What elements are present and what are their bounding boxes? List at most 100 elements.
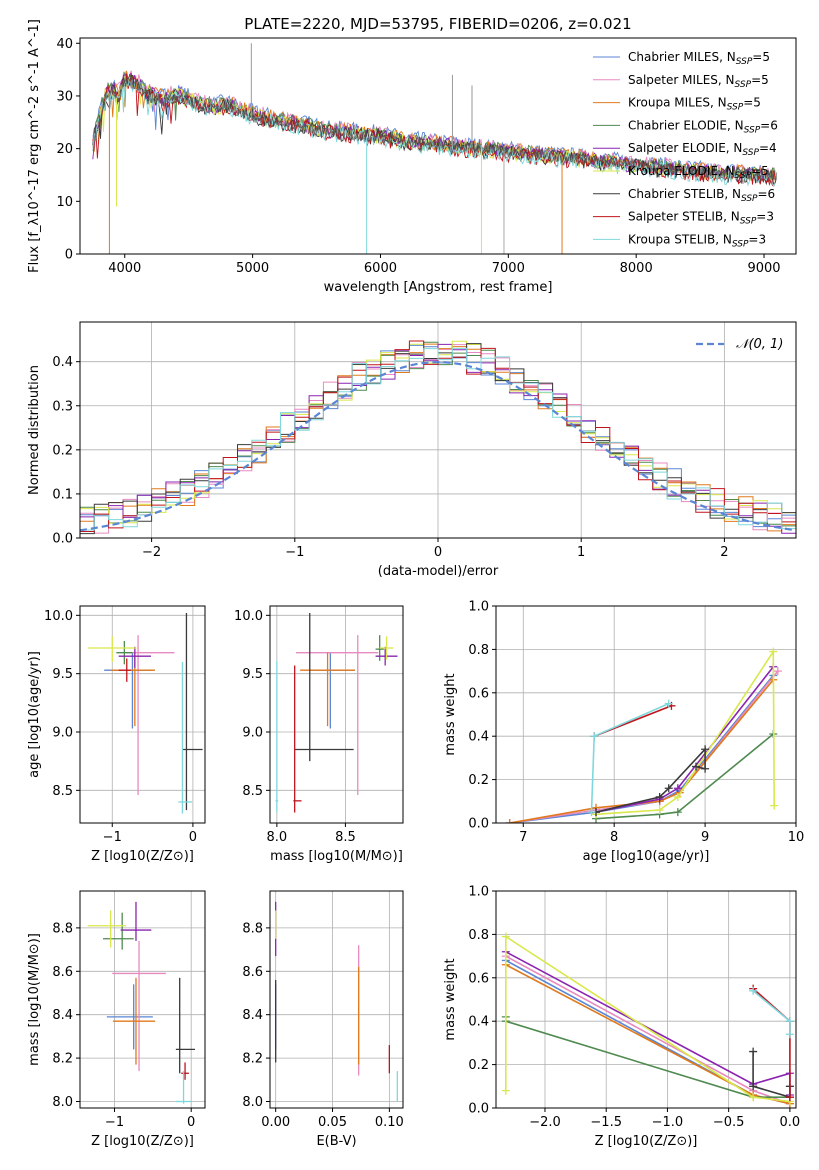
y-tick-label: 8.6: [52, 965, 73, 980]
data-point-marker: [587, 808, 596, 817]
x-tick-label: −2.0: [529, 1115, 561, 1130]
plot-area: [275, 901, 398, 1102]
data-point-marker: [692, 762, 700, 771]
x-tick-label: 8: [610, 830, 618, 845]
y-tick-label: 30: [56, 89, 73, 104]
y-tick-label: 9.5: [242, 667, 263, 682]
y-tick-label: 10.0: [234, 609, 263, 624]
plot-area: [501, 932, 794, 1108]
y-tick-label: 8.0: [52, 1095, 73, 1110]
panel-age-vs-mass: 8.0 8.5 8.5 9.0 9.5 10.0 mass [log10(M/M⊙)]: [234, 605, 404, 864]
residual-histogram-step: [80, 347, 796, 531]
x-tick-label: 8.5: [335, 830, 356, 845]
y-axis-label: age [log10(age/yr)]: [27, 651, 42, 778]
x-tick-label: −1.5: [590, 1115, 622, 1130]
data-point-marker: [501, 932, 510, 941]
y-tick-label: 9.5: [52, 667, 73, 682]
y-tick-label: 8.8: [52, 921, 73, 936]
y-axis-label: Normed distribution: [27, 365, 42, 495]
y-tick-label: 0: [65, 248, 73, 263]
figure-title: PLATE=2220, MJD=53795, FIBERID=0206, z=0…: [244, 15, 631, 33]
axes-frame: [269, 890, 404, 1109]
y-tick-label: 0.0: [52, 532, 73, 547]
y-tick-label: 9.0: [52, 726, 73, 741]
y-tick-label: 0.8: [468, 643, 489, 658]
x-tick-label: 10: [788, 830, 805, 845]
y-axis-label: mass [log10(M/M⊙)]: [27, 933, 42, 1066]
y-tick-label: 1.0: [468, 600, 489, 615]
y-tick-label: 0.4: [52, 355, 73, 370]
plot-area: [275, 613, 398, 813]
axes-frame: [79, 890, 206, 1109]
data-point-marker: [785, 1017, 794, 1026]
y-tick-label: 8.4: [52, 1008, 73, 1023]
plot-area: [80, 340, 796, 535]
data-point-marker: [785, 1030, 794, 1039]
y-tick-label: 0.2: [468, 1058, 489, 1073]
mass-weight-line: [595, 666, 774, 813]
legend-label: Salpeter STELIB, NSSP=3: [628, 210, 774, 227]
data-point-marker: [590, 732, 599, 741]
y-tick-label: 10.0: [44, 609, 73, 624]
mass-weight-line: [595, 648, 775, 816]
x-tick-label: 7: [519, 830, 527, 845]
data-point-marker: [701, 764, 710, 773]
panel-residual-hist: −2 −1 0 1 2 0.0 0.1 0.2 0.3 0.4 (data-model)/error…: [27, 321, 797, 579]
data-point-marker: [664, 699, 673, 708]
observed-spectrum-line: [92, 75, 778, 181]
data-point-marker: [770, 801, 779, 810]
panel-mass-vs-Z: −1 0 8.0 8.2 8.4 8.6 8.8 Z [log10(Z/Z⊙)] mass [l…: [27, 890, 206, 1149]
y-tick-label: 40: [56, 37, 73, 52]
y-tick-label: 0.4: [468, 730, 489, 745]
x-axis-label: (data-model)/error: [378, 564, 499, 579]
x-tick-label: 0: [434, 545, 442, 560]
y-tick-label: 0.2: [52, 443, 73, 458]
y-tick-label: 0.0: [468, 817, 489, 832]
y-tick-label: 10: [56, 195, 73, 210]
y-axis-label: mass weight: [443, 958, 458, 1040]
y-tick-label: 8.4: [242, 1008, 263, 1023]
panel-massweight-vs-Z: −2.0 −1.5 −1.0 −0.5 0.0 0.0 0.2 0.4 0.6 0.8 1.0 Z […: [443, 885, 800, 1150]
x-tick-label: 1: [577, 545, 585, 560]
legend-label: 𝒩(0, 1): [736, 337, 783, 352]
x-axis-label: wavelength [Angstrom, rest frame]: [324, 280, 553, 295]
x-tick-label: 2: [720, 545, 728, 560]
x-axis-label: E(B-V): [316, 1134, 356, 1149]
y-tick-label: 8.0: [242, 1095, 263, 1110]
data-point-marker: [673, 808, 682, 817]
y-tick-label: 8.5: [242, 784, 263, 799]
data-point-marker: [655, 805, 664, 814]
x-tick-label: 6000: [364, 261, 397, 276]
x-tick-label: −2: [142, 545, 161, 560]
panel-age-vs-Z: −1 0 8.5 9.0 9.5 10.0 Z [log10(Z/Z⊙)] age [log1…: [27, 605, 206, 864]
data-point-marker: [749, 1082, 758, 1091]
data-point-marker: [664, 784, 673, 793]
x-tick-label: 0.05: [318, 1115, 347, 1130]
y-axis-label: mass weight: [443, 673, 458, 755]
data-point-marker: [785, 1093, 794, 1102]
y-tick-label: 0.6: [468, 971, 489, 986]
plot-area: [88, 613, 203, 814]
x-tick-label: 0: [187, 1115, 195, 1130]
x-tick-label: 9: [701, 830, 709, 845]
x-axis-label: Z [log10(Z/Z⊙)]: [595, 1134, 698, 1149]
y-tick-label: 8.2: [242, 1052, 263, 1067]
y-tick-label: 8.6: [242, 965, 263, 980]
data-point-marker: [749, 1093, 758, 1102]
data-point-marker: [773, 667, 782, 676]
y-tick-label: 9.0: [242, 726, 263, 741]
x-tick-label: 0.10: [375, 1115, 404, 1130]
mass-weight-line: [752, 990, 791, 1035]
gaussian-curve: [80, 360, 796, 532]
data-point-marker: [769, 647, 778, 656]
plot-area: [505, 647, 782, 823]
x-tick-label: 0: [189, 830, 197, 845]
axes-frame: [79, 37, 797, 255]
data-point-marker: [673, 792, 682, 801]
mass-weight-line: [595, 733, 774, 820]
axes-frame: [269, 605, 404, 824]
y-tick-label: 0.2: [468, 773, 489, 788]
legend-label: Chabrier STELIB, NSSP=6: [628, 187, 775, 204]
legend: 𝒩(0, 1): [696, 337, 783, 352]
